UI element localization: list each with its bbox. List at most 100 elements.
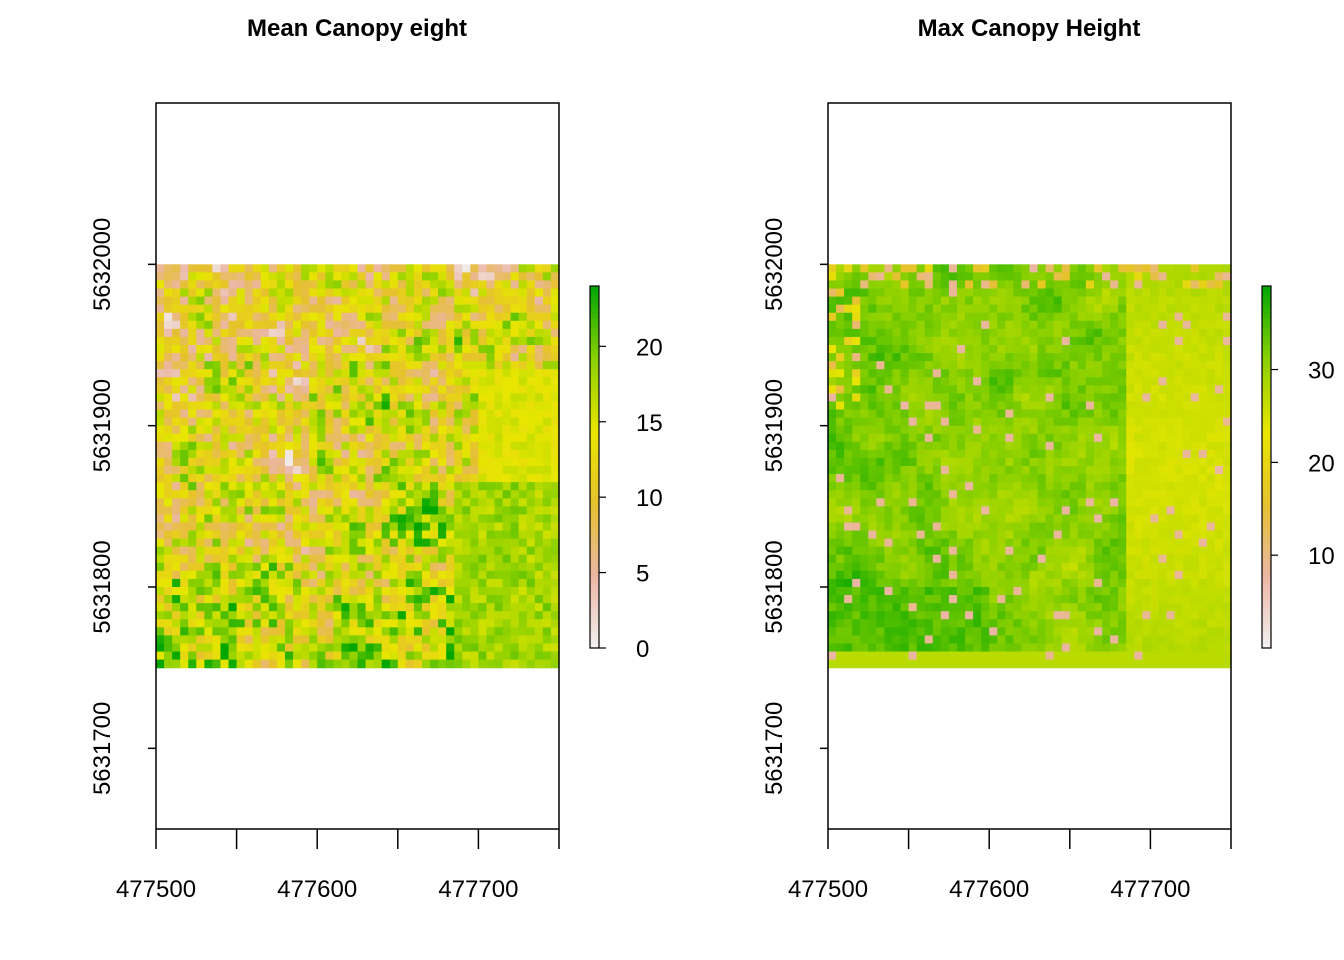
raster-cell	[268, 466, 278, 475]
raster-cell	[1222, 522, 1232, 532]
raster-cell	[542, 296, 552, 306]
raster-cell	[1053, 320, 1063, 330]
raster-cell	[1182, 506, 1192, 515]
raster-cell	[325, 272, 334, 282]
raster-cell	[518, 336, 528, 346]
raster-cell	[494, 345, 504, 354]
raster-cell	[1206, 562, 1216, 572]
raster-cell	[236, 320, 246, 330]
raster-cell	[916, 449, 926, 459]
raster-cell	[486, 393, 496, 403]
raster-cell	[1005, 328, 1014, 338]
raster-cell	[317, 595, 326, 604]
raster-cell	[940, 328, 950, 338]
raster-cell	[940, 433, 950, 443]
raster-cell	[180, 369, 189, 378]
raster-cell	[1061, 353, 1071, 362]
raster-cell	[1158, 401, 1168, 411]
raster-cell	[884, 304, 894, 314]
raster-cell	[156, 546, 165, 556]
raster-cell	[542, 627, 552, 636]
raster-cell	[1134, 369, 1143, 378]
raster-cell	[534, 296, 544, 306]
raster-cell	[212, 611, 222, 620]
raster-cell	[1037, 490, 1047, 499]
raster-cell	[462, 619, 471, 628]
raster-cell	[1214, 280, 1224, 290]
raster-cell	[900, 603, 910, 612]
raster-cell	[1150, 264, 1160, 273]
raster-cell	[357, 264, 367, 273]
raster-cell	[454, 336, 463, 346]
legend-swatch	[590, 611, 599, 617]
raster-cell	[309, 280, 318, 290]
raster-cell	[1061, 554, 1071, 564]
raster-cell	[164, 627, 173, 636]
raster-cell	[196, 570, 205, 580]
raster-cell	[892, 562, 902, 572]
raster-cell	[494, 474, 504, 483]
legend-swatch	[590, 322, 599, 328]
raster-cell	[357, 587, 367, 596]
raster-cell	[317, 409, 326, 419]
raster-cell	[389, 328, 399, 338]
raster-cell	[884, 611, 894, 620]
raster-cell	[260, 570, 270, 580]
raster-cell	[1045, 514, 1055, 524]
raster-cell	[470, 296, 479, 306]
raster-cell	[956, 441, 966, 451]
raster-cell	[924, 361, 934, 370]
raster-cell	[172, 530, 181, 540]
raster-cell	[844, 530, 853, 540]
raster-cell	[220, 587, 230, 596]
raster-cell	[1102, 385, 1111, 394]
raster-cell	[1206, 336, 1216, 346]
raster-cell	[389, 264, 399, 273]
raster-cell	[1045, 595, 1055, 604]
raster-cell	[293, 466, 302, 475]
raster-cell	[196, 546, 205, 556]
raster-cell	[1021, 272, 1031, 282]
raster-cell	[550, 441, 560, 451]
raster-cell	[462, 474, 471, 483]
raster-cell	[836, 562, 845, 572]
raster-cell	[317, 457, 326, 467]
raster-cell	[502, 490, 512, 499]
raster-cell	[421, 304, 431, 314]
raster-cell	[478, 385, 488, 394]
raster-cell	[309, 595, 318, 604]
raster-cell	[220, 570, 230, 580]
raster-cell	[301, 595, 310, 604]
raster-cell	[430, 490, 439, 499]
raster-cell	[884, 570, 894, 580]
raster-cell	[438, 514, 447, 524]
raster-cell	[349, 304, 359, 314]
raster-cell	[293, 490, 302, 499]
raster-cell	[1118, 328, 1127, 338]
raster-cell	[1214, 433, 1224, 443]
raster-cell	[1021, 280, 1031, 290]
raster-cell	[341, 482, 351, 491]
raster-cell	[293, 611, 302, 620]
raster-cell	[494, 546, 504, 556]
raster-cell	[325, 393, 334, 403]
raster-cell	[965, 457, 974, 467]
raster-cell	[502, 393, 512, 403]
raster-cell	[1102, 320, 1111, 330]
raster-cell	[1102, 401, 1111, 411]
raster-cell	[397, 304, 407, 314]
raster-cell	[997, 336, 1006, 346]
raster-cell	[884, 562, 894, 572]
raster-cell	[1061, 595, 1071, 604]
raster-cell	[317, 466, 326, 475]
raster-cell	[430, 304, 439, 314]
raster-cell	[381, 425, 391, 435]
raster-cell	[518, 320, 528, 330]
raster-cell	[1158, 288, 1168, 298]
raster-cell	[284, 611, 294, 620]
raster-cell	[981, 264, 990, 273]
raster-cell	[892, 369, 902, 378]
raster-cell	[260, 417, 270, 427]
raster-cell	[932, 474, 942, 483]
raster-cell	[1222, 328, 1232, 338]
